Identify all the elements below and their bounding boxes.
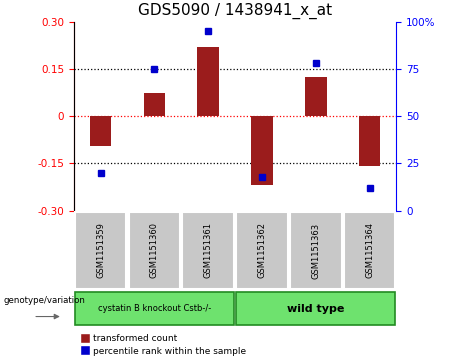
Text: GSM1151362: GSM1151362 xyxy=(258,223,266,278)
Bar xyxy=(359,116,380,167)
Bar xyxy=(144,93,165,116)
Text: GSM1151360: GSM1151360 xyxy=(150,223,159,278)
Bar xyxy=(305,77,326,116)
Bar xyxy=(90,116,112,146)
Text: GSM1151361: GSM1151361 xyxy=(204,223,213,278)
Text: GSM1151363: GSM1151363 xyxy=(311,223,320,278)
Bar xyxy=(129,212,180,289)
Bar xyxy=(75,212,126,289)
Bar xyxy=(236,212,288,289)
Text: GSM1151359: GSM1151359 xyxy=(96,223,105,278)
Bar xyxy=(75,292,234,325)
Title: GDS5090 / 1438941_x_at: GDS5090 / 1438941_x_at xyxy=(138,3,332,19)
Bar xyxy=(183,212,234,289)
Bar xyxy=(344,212,396,289)
Bar xyxy=(197,47,219,116)
Text: cystatin B knockout Cstb-/-: cystatin B knockout Cstb-/- xyxy=(98,304,211,313)
Text: GSM1151364: GSM1151364 xyxy=(365,223,374,278)
Text: wild type: wild type xyxy=(287,303,344,314)
Text: genotype/variation: genotype/variation xyxy=(4,296,86,305)
Bar xyxy=(251,116,273,185)
Bar xyxy=(290,212,342,289)
Legend: transformed count, percentile rank within the sample: transformed count, percentile rank withi… xyxy=(78,330,249,359)
Bar xyxy=(236,292,396,325)
